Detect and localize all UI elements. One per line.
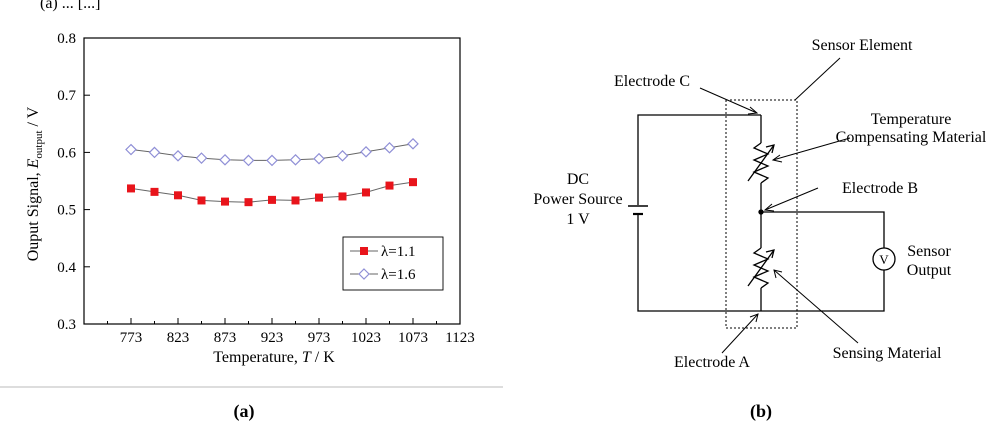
- wire-top-left: [637, 114, 761, 205]
- series-1-point: [197, 196, 206, 205]
- series-1-point: [150, 187, 159, 196]
- panel-b-label: (b): [750, 401, 772, 422]
- label-dc-2: Power Source: [533, 191, 622, 208]
- voltmeter-circle: [872, 247, 896, 271]
- series-2-point: [148, 146, 161, 159]
- series-2-point: [125, 143, 137, 156]
- pointer-temp-comp-head: [771, 154, 783, 163]
- voltmeter-symbol: V: [879, 252, 889, 267]
- label-sensor-output-2: Output: [907, 262, 952, 279]
- series-1-point: [291, 196, 300, 205]
- y-axis-label: Ouput Signal, Eoutput / V: [25, 106, 45, 261]
- legend-marker-series-1: [360, 247, 368, 255]
- legend-label-series-2: λ=1.6: [381, 267, 416, 283]
- y-tick-label: 0.3: [57, 317, 76, 333]
- pointer-sensing: [773, 269, 859, 344]
- arrow-sensing-head: [765, 249, 775, 259]
- x-tick-label: 1073: [398, 330, 428, 346]
- series-2-point: [195, 152, 208, 164]
- wire-output-bottom: [761, 270, 885, 312]
- series-2-point: [313, 152, 325, 165]
- panel-a-label: (a): [234, 401, 255, 422]
- series-1-point: [174, 191, 182, 200]
- series-2-point: [242, 154, 255, 167]
- series-2-point: [407, 137, 419, 150]
- wire-output-top: [761, 211, 885, 248]
- series-2-point: [172, 149, 184, 162]
- label-electrode-b: Electrode B: [842, 180, 918, 197]
- x-tick-label: 873: [214, 330, 237, 346]
- x-tick-label: 973: [308, 330, 331, 346]
- pointer-electrode-a: [721, 313, 759, 354]
- series-2-point: [289, 153, 302, 166]
- arrow-temp-comp-head: [765, 144, 775, 154]
- series-1-point: [221, 197, 229, 206]
- x-tick-label: 1123: [445, 330, 474, 346]
- circuit-diagram: [628, 57, 896, 354]
- label-dc-3: 1 V: [566, 211, 590, 228]
- legend-marker-series-2: [358, 268, 370, 280]
- y-tick-label: 0.5: [57, 203, 76, 219]
- pointer-temp-comp: [772, 137, 851, 161]
- series-2-point: [383, 141, 396, 154]
- y-tick-label: 0.6: [57, 145, 76, 161]
- legend: λ=1.1 λ=1.6: [342, 236, 444, 291]
- arrow-sensing: [747, 249, 775, 287]
- label-temp-comp-1: Temperature: [871, 111, 952, 128]
- pointer-electrode-c-head: [747, 106, 759, 115]
- y-tick-label: 0.8: [57, 31, 76, 47]
- series-1-point: [362, 188, 370, 197]
- series-2-point: [360, 145, 372, 158]
- series-2-point: [219, 153, 231, 166]
- label-electrode-a: Electrode A: [674, 354, 750, 371]
- pointer-electrode-b: [764, 187, 819, 211]
- y-axis-ticks: 0.3 0.4 0.5 0.6 0.7 0.8: [57, 31, 90, 333]
- node-electrode-b: [758, 209, 764, 215]
- series-2-point: [266, 154, 278, 167]
- pointer-electrode-b-head: [763, 203, 775, 212]
- chart-panel-a: 0.3 0.4 0.5 0.6 0.7 0.8 773 823 873 923 973 1023 10…: [25, 31, 475, 366]
- label-sensor-element: Sensor Element: [812, 37, 913, 54]
- series-1-point: [385, 181, 394, 190]
- x-axis-ticks: 773 823 873 923 973 1023 1073 1123: [107, 318, 475, 346]
- y-tick-label: 0.7: [57, 88, 76, 104]
- x-tick-label: 923: [261, 330, 284, 346]
- series-1-point: [409, 178, 417, 187]
- label-electrode-c: Electrode C: [614, 73, 690, 90]
- label-temp-comp-2: Compensating Material: [836, 129, 987, 146]
- sensor-element-box: [725, 99, 798, 329]
- series-1-point: [268, 195, 276, 204]
- label-dc-1: DC: [567, 171, 589, 188]
- pointer-electrode-c: [699, 87, 758, 114]
- x-tick-label: 823: [167, 330, 190, 346]
- y-tick-label: 0.4: [57, 260, 76, 276]
- series-1-point: [315, 193, 323, 202]
- arrow-temp-comp: [747, 144, 775, 182]
- x-tick-label: 1023: [351, 330, 381, 346]
- series-1-point: [244, 198, 253, 207]
- pointer-sensor-element: [794, 57, 841, 101]
- header-caption: (a) ... [...]: [40, 0, 100, 12]
- series-1-point: [338, 192, 347, 201]
- x-axis-label: Temperature, T / K: [213, 349, 335, 366]
- series-layer: [125, 137, 419, 207]
- legend-box: [342, 236, 444, 291]
- pointer-electrode-a-head: [749, 313, 759, 323]
- label-sensing-material: Sensing Material: [833, 345, 942, 362]
- series-2-point: [336, 149, 349, 162]
- wire-bottom-left: [637, 215, 761, 312]
- pointer-sensing-head: [773, 269, 783, 279]
- legend-label-series-1: λ=1.1: [381, 244, 415, 260]
- circuit-labels: Sensor Element Electrode C Temperature C…: [533, 37, 987, 371]
- x-tick-label: 773: [120, 330, 143, 346]
- series-1-point: [127, 184, 135, 193]
- label-sensor-output-1: Sensor: [907, 243, 951, 260]
